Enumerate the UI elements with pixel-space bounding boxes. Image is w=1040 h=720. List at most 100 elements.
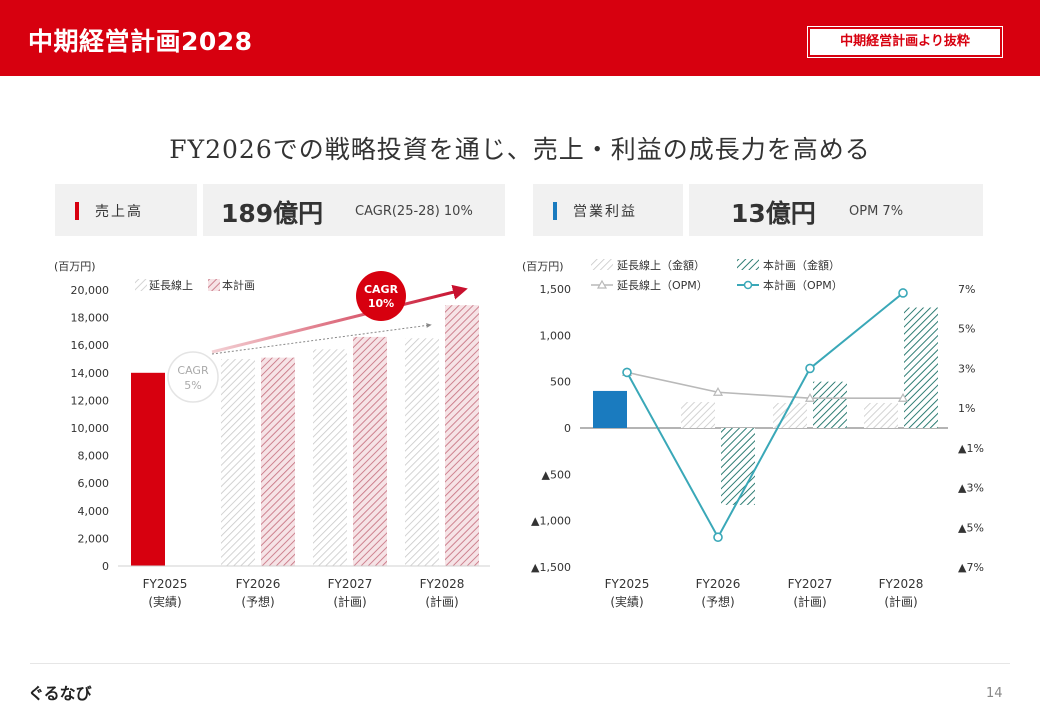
- profit-point-plan-opm: [622, 367, 632, 378]
- profit-y-tick-label: 500: [550, 376, 571, 389]
- cagr-base-arrow: [211, 323, 432, 355]
- page-title: 中期経営計画2028: [28, 27, 253, 56]
- profit-y2-tick-label: ▲7%: [958, 561, 984, 574]
- sales-y-tick-label: 16,000: [71, 339, 110, 352]
- sales-bar-plan-fy2027: [353, 336, 387, 566]
- profit-point-base-opm: [804, 393, 816, 402]
- sales-x-tick-label: FY2027: [328, 577, 373, 591]
- sales-x-axis: FY2025 (実績) FY2026 (予想) FY2027 (計画) FY2028 (計画): [143, 577, 465, 609]
- profit-x-tick-label: FY2025: [605, 577, 650, 591]
- sales-y-tick-label: 20,000: [71, 284, 110, 297]
- footer-divider: [30, 663, 1010, 664]
- sales-bar-base-fy2026: [221, 359, 255, 566]
- profit-point-plan-opm: [898, 288, 908, 298]
- profit-y2-tick-label: ▲1%: [958, 442, 984, 455]
- sales-chart: (百万円) 延長線上 本計画 0 2,000 4,000 6,000 8,000 10,0…: [54, 260, 490, 609]
- profit-y2-tick-label: 7%: [958, 283, 975, 296]
- profit-x-axis: FY2025 (実績) FY2026 (予想) FY2027 (計画) FY2028 (計画): [605, 577, 924, 609]
- kpi-sales-label-box: 売上高: [55, 184, 197, 236]
- profit-bar-actual-fy2025: [593, 390, 627, 428]
- sales-legend: 延長線上 本計画: [135, 278, 255, 292]
- cagr-base-line2: 5%: [184, 379, 201, 392]
- cagr-plan-line1: CAGR: [364, 283, 399, 296]
- profit-bars: [580, 307, 948, 505]
- kpi-sales-value-box: 189億円 CAGR(25-28) 10%: [203, 184, 505, 236]
- sales-bar-actual-fy2025: [131, 372, 165, 566]
- kpi-profit-label: 営業利益: [573, 204, 637, 220]
- profit-y-tick-label: 0: [564, 422, 571, 435]
- sales-x-tick-label: FY2028: [420, 577, 465, 591]
- source-badge: 中期経営計画より抜粋: [807, 26, 1003, 58]
- profit-y-tick-label: ▲500: [542, 468, 571, 481]
- sales-x-tick-sublabel: (実績): [148, 594, 181, 609]
- header-bar: 中期経営計画2028 中期経営計画より抜粋: [0, 0, 1040, 76]
- sales-legend-plan: 本計画: [222, 278, 255, 292]
- sales-y-tick-label: 8,000: [78, 450, 110, 463]
- sales-bar-base-fy2028: [405, 338, 439, 566]
- sales-y-tick-label: 2,000: [78, 532, 110, 545]
- kpi-profit-accent: [553, 202, 557, 220]
- profit-legend: 延長線上（金額） 本計画（金額） 延長線上（OPM） 本計画（OPM）: [591, 258, 843, 292]
- sales-y-tick-label: 18,000: [71, 312, 110, 325]
- profit-x-tick-sublabel: (予想): [701, 594, 734, 609]
- cagr-plan-line2: 10%: [368, 297, 394, 310]
- sales-bar-base-fy2027: [313, 349, 347, 566]
- profit-y2-tick-label: 3%: [958, 362, 975, 375]
- profit-legend-plan-opm: 本計画（OPM）: [763, 278, 843, 292]
- profit-y-tick-label: ▲1,000: [531, 515, 571, 528]
- profit-x-tick-label: FY2027: [788, 577, 833, 591]
- profit-legend-base-opm: 延長線上（OPM）: [617, 278, 708, 292]
- sales-y-tick-label: 14,000: [71, 367, 110, 380]
- headline: FY2026での戦略投資を通じ、売上・利益の成長力を高める: [169, 135, 871, 164]
- kpi-sales-sub: CAGR(25-28) 10%: [355, 204, 473, 219]
- kpi-profit-value-box: 13億円 OPM 7%: [689, 184, 983, 236]
- profit-bar-plan-fy2028: [904, 307, 938, 428]
- profit-legend-marker-base: [596, 279, 608, 289]
- sales-x-tick-sublabel: (計画): [333, 594, 366, 609]
- profit-bar-base-fy2026: [681, 402, 715, 428]
- sales-y-tick-label: 12,000: [71, 394, 110, 407]
- profit-point-base-opm: [897, 393, 909, 402]
- cagr-base-line1: CAGR: [177, 364, 209, 377]
- kpi-sales-label: 売上高: [95, 204, 143, 220]
- profit-y-axis: 1,500 1,000 500 0 ▲500 ▲1,000 ▲1,500: [531, 283, 571, 574]
- profit-y2-tick-label: ▲5%: [958, 521, 984, 534]
- sales-y-tick-label: 0: [102, 560, 109, 573]
- profit-y2-tick-label: 1%: [958, 402, 975, 415]
- sales-legend-swatch-plan: [208, 279, 220, 291]
- sales-bars: [118, 305, 490, 567]
- profit-y2-tick-label: ▲3%: [958, 482, 984, 495]
- profit-x-tick-sublabel: (計画): [793, 594, 826, 609]
- profit-legend-marker-plan: [743, 280, 753, 290]
- profit-y2-axis: 7% 5% 3% 1% ▲1% ▲3% ▲5% ▲7%: [958, 283, 984, 574]
- profit-line-plan-opm: [626, 292, 904, 540]
- profit-x-tick-sublabel: (実績): [610, 594, 643, 609]
- profit-point-plan-opm: [805, 363, 815, 374]
- profit-point-plan-opm: [713, 532, 723, 543]
- profit-point-base-opm: [712, 387, 724, 396]
- sales-x-tick-label: FY2025: [143, 577, 188, 591]
- sales-unit-label: (百万円): [54, 260, 96, 273]
- profit-bar-plan-fy2026: [721, 428, 755, 505]
- profit-y2-tick-label: 5%: [958, 323, 975, 336]
- sales-legend-swatch-base: [135, 279, 147, 291]
- sales-y-tick-label: 10,000: [71, 422, 110, 435]
- cagr-plan-badge: [356, 271, 406, 321]
- page-number: 14: [986, 686, 1003, 701]
- profit-chart: (百万円) 延長線上（金額） 本計画（金額） 延長線上（OPM） 本計画（OPM…: [522, 258, 984, 609]
- kpi-sales-value: 189億円: [221, 199, 324, 228]
- sales-y-tick-label: 4,000: [78, 505, 110, 518]
- sales-bar-plan-fy2028: [445, 305, 479, 566]
- sales-x-tick-sublabel: (計画): [425, 594, 458, 609]
- sales-y-tick-label: 6,000: [78, 477, 110, 490]
- profit-y-tick-label: 1,000: [540, 329, 572, 342]
- profit-legend-plan-amount: 本計画（金額）: [763, 258, 840, 272]
- profit-x-tick-label: FY2026: [696, 577, 741, 591]
- kpi-profit-sub: OPM 7%: [849, 204, 904, 219]
- sales-x-tick-label: FY2026: [236, 577, 281, 591]
- profit-unit-label: (百万円): [522, 260, 564, 273]
- kpi-sales-accent: [75, 202, 79, 220]
- profit-legend-base-amount: 延長線上（金額）: [617, 258, 705, 272]
- sales-x-tick-sublabel: (予想): [241, 594, 274, 609]
